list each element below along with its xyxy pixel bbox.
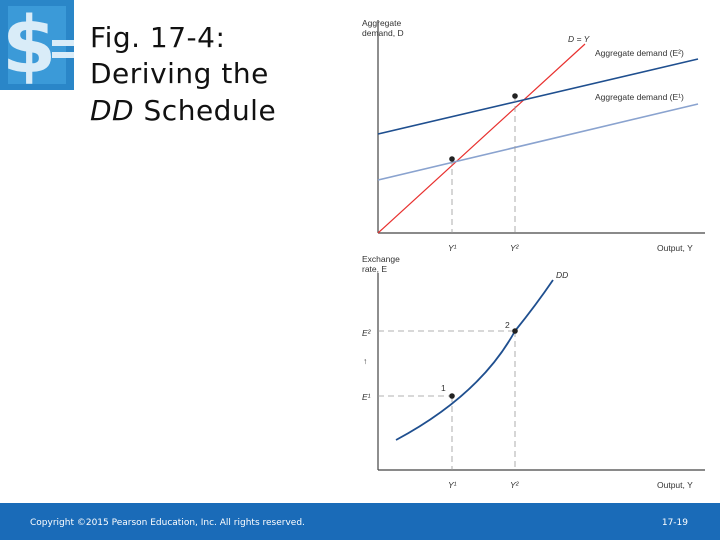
bottom-y-label-1: Exchange [362,254,400,264]
top-tick-y1: Y¹ [448,243,457,253]
page-number: 17-19 [661,518,688,528]
bottom-tick-y1: Y¹ [448,480,457,490]
bottom-tick-e1: E¹ [362,392,371,402]
bottom-y-label-2: rate, E [362,264,387,274]
dd-schedule-figure: Aggregate demand, D Output, Y D = Y Aggr… [362,18,705,490]
top-y-label-1: Aggregate [362,18,401,28]
curve-e2-label: Aggregate demand (E²) [595,48,684,58]
svg-text:$: $ [2,1,56,90]
bottom-tick-y2: Y² [510,480,520,490]
increase-arrow-icon: ↑ [363,356,367,366]
footer-bar: Copyright ©2015 Pearson Education, Inc. … [0,503,720,540]
line-45-label: D = Y [568,34,591,44]
title-line-3: DD Schedule [90,93,276,129]
top-x-label: Output, Y [657,243,693,253]
dollar-logo-icon: $ [0,0,74,90]
curve-aggregate-demand-e2 [377,58,699,135]
dd-point-1-label: 1 [441,383,446,393]
top-y-label-2: demand, D [362,28,404,38]
title-dd: DD [90,93,135,127]
bottom-tick-e2: E² [362,328,372,338]
title-schedule: Schedule [134,93,277,127]
top-tick-y2: Y² [510,243,520,253]
dd-point-2-label: 2 [505,320,510,330]
line-45-degree [377,43,586,234]
page-title: Fig. 17-4: Deriving the DD Schedule [90,20,276,129]
dd-curve-label: DD [556,270,568,280]
dd-curve [395,279,554,441]
equilibrium-point-y2 [512,93,518,99]
bottom-x-label: Output, Y [657,480,693,490]
title-line-2: Deriving the [90,57,269,91]
copyright-text: Copyright ©2015 Pearson Education, Inc. … [30,518,305,528]
dd-point-2 [512,328,518,334]
dd-point-1 [449,393,455,399]
bottom-panel: Exchange rate, E Output, Y DD 1 2 E² E¹ … [362,254,705,490]
equilibrium-point-y1 [449,156,455,162]
curve-e1-label: Aggregate demand (E¹) [595,92,684,102]
top-panel: Aggregate demand, D Output, Y D = Y Aggr… [362,18,705,253]
title-line-1: Fig. 17-4: [90,21,226,54]
curve-aggregate-demand-e1 [377,103,699,181]
